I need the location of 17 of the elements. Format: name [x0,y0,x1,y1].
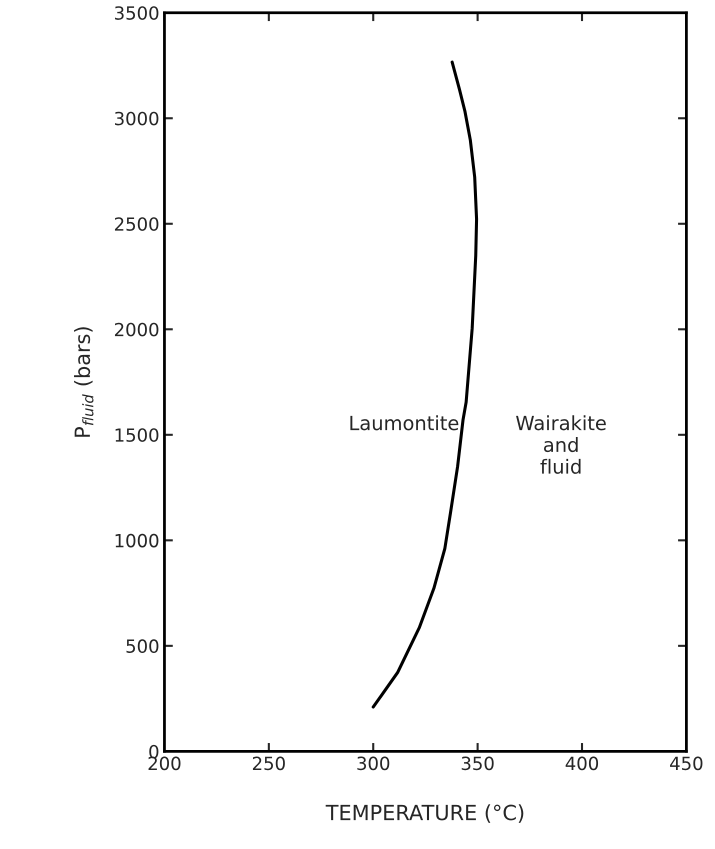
y-tick-label: 1500 [116,428,158,442]
x-tick-label: 350 [462,756,494,770]
annotation: Laumontite [350,415,458,430]
annotation: Wairakite and fluid [516,415,606,474]
y-tick-label: 2000 [114,322,158,336]
y-tick-label: 1000 [116,534,158,548]
y-tick-label: 2500 [114,217,158,231]
x-tick-label: 250 [252,756,285,770]
x-tick-label: 300 [357,756,390,770]
x-tick-label: 450 [670,756,702,770]
x-tick-label: 200 [148,756,180,770]
x-axis-title: TEMPERATURE (°C) [326,804,524,823]
y-tick-label: 3500 [115,6,158,20]
y-tick-label: 3000 [115,112,158,126]
x-tick-label: 400 [566,756,598,770]
y-tick-label: 500 [126,639,158,653]
y-axis-title: P$_{fluid}$ (bars) [74,327,94,437]
